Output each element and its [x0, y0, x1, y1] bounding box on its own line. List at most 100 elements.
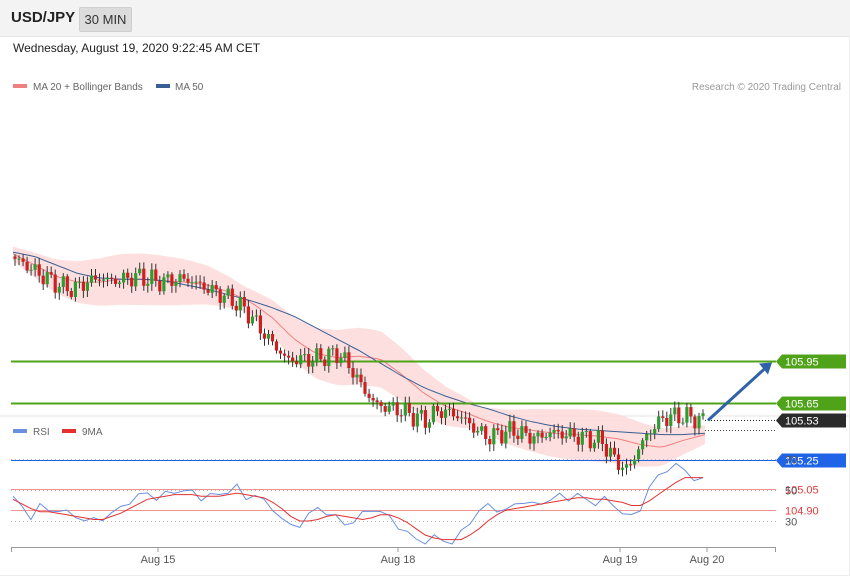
candle	[158, 275, 162, 295]
candle	[303, 347, 307, 362]
level-tag-105-95: 105.95	[776, 354, 846, 369]
timeframe-button[interactable]: 30 MIN	[79, 7, 132, 32]
candle-body	[484, 426, 488, 439]
candle-body	[130, 277, 134, 287]
candle	[25, 256, 29, 274]
rsi-grid: 70 50 30	[11, 455, 797, 529]
candle	[194, 275, 198, 290]
candle	[592, 439, 596, 452]
candle	[33, 258, 37, 277]
candle	[182, 269, 186, 282]
candle	[693, 414, 697, 436]
candle	[439, 407, 444, 425]
candle-body	[363, 382, 367, 394]
candle	[480, 423, 484, 435]
candle	[238, 291, 242, 318]
candle	[456, 409, 460, 422]
candle	[21, 254, 25, 267]
candle	[190, 276, 194, 289]
candle	[665, 411, 669, 433]
candle-body	[624, 464, 629, 468]
candle	[315, 343, 319, 367]
candle-body	[612, 447, 617, 455]
candle-body	[536, 432, 540, 437]
candle	[142, 262, 146, 291]
candle	[53, 269, 57, 299]
candle-body	[512, 421, 516, 436]
candle	[604, 438, 608, 464]
candle	[13, 254, 17, 266]
candle-body	[584, 431, 588, 433]
candle	[407, 396, 411, 417]
candle-body	[488, 439, 492, 445]
candle-body	[295, 361, 299, 365]
candle	[560, 425, 564, 445]
candle-body	[41, 275, 45, 285]
candle	[359, 368, 363, 388]
candle-body	[407, 403, 411, 413]
candle	[431, 403, 435, 425]
candle	[387, 401, 391, 415]
candle	[122, 269, 126, 289]
candle-body	[69, 291, 73, 297]
candle	[443, 404, 448, 425]
candle	[492, 424, 496, 451]
candle	[423, 405, 427, 435]
candle-body	[323, 359, 327, 366]
candle-body	[150, 269, 154, 284]
candle	[548, 427, 552, 442]
candle	[45, 266, 49, 288]
candle-body	[391, 402, 395, 406]
candle	[649, 429, 653, 441]
candle-body	[190, 282, 194, 284]
candle	[568, 422, 572, 439]
candle	[202, 276, 206, 294]
candle-body	[110, 277, 114, 279]
candle	[49, 266, 53, 279]
candle-body	[419, 410, 423, 414]
candle-body	[476, 430, 480, 433]
candle-body	[339, 358, 343, 363]
candle-body	[198, 281, 202, 283]
candle-body	[665, 418, 669, 427]
candle-body	[383, 406, 387, 412]
candle-body	[371, 397, 375, 401]
candle-body	[669, 414, 673, 427]
candle	[641, 438, 645, 455]
candle-body	[319, 348, 323, 360]
candle-body	[25, 261, 29, 271]
candle-body	[101, 279, 106, 281]
candle-body	[568, 428, 572, 437]
candle-body	[367, 393, 371, 398]
candle	[146, 277, 150, 293]
candle-body	[258, 315, 262, 334]
legend-swatch-9ma	[62, 429, 76, 433]
candle-body	[588, 431, 592, 449]
candle-body	[270, 334, 275, 342]
level-tag-box	[776, 413, 846, 428]
legend-label-rsi: RSI	[33, 427, 50, 438]
candle	[214, 281, 218, 297]
candle	[447, 403, 452, 416]
candle	[335, 344, 339, 369]
candle-body	[299, 355, 303, 365]
candle	[37, 257, 41, 283]
candle-body	[411, 413, 415, 427]
candle	[299, 348, 303, 369]
candle	[69, 287, 73, 300]
candle	[166, 271, 170, 284]
candle-body	[403, 403, 407, 416]
level-tag-105-25: 105.25	[776, 453, 846, 468]
main-legend: MA 20 + Bollinger Bands MA 50 Research ©…	[13, 82, 841, 93]
rsi-9ma-line	[12, 477, 703, 541]
level-label: 105.25	[785, 456, 819, 468]
candle-body	[53, 274, 57, 293]
candle-body	[122, 272, 126, 283]
candle-body	[262, 333, 267, 339]
candle-body	[616, 454, 621, 470]
candle-body	[620, 467, 625, 470]
candle-body	[532, 436, 536, 444]
candle	[331, 345, 335, 356]
candle	[576, 431, 580, 452]
candle-body	[464, 417, 468, 419]
